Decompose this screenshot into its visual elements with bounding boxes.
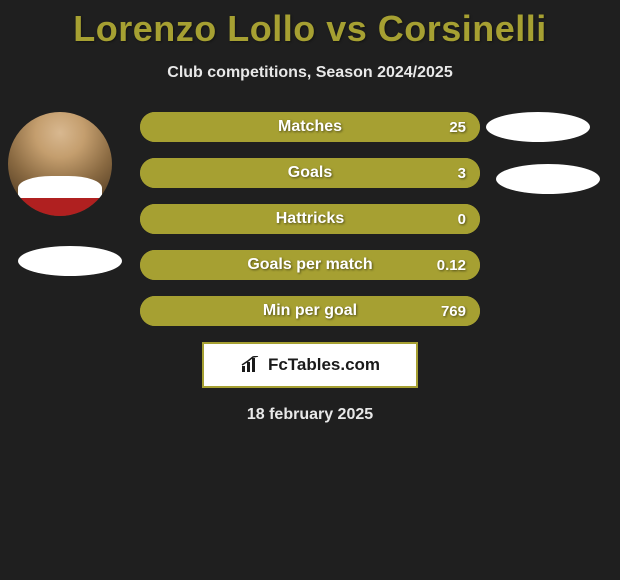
stat-value: 25 bbox=[449, 119, 466, 136]
subtitle: Club competitions, Season 2024/2025 bbox=[0, 64, 620, 82]
fctables-logo: FcTables.com bbox=[202, 342, 418, 388]
date-text: 18 february 2025 bbox=[0, 406, 620, 424]
name-bubble-right-1 bbox=[486, 112, 590, 142]
logo-text: FcTables.com bbox=[268, 355, 380, 375]
stat-value: 3 bbox=[458, 165, 466, 182]
name-bubble-right-2 bbox=[496, 164, 600, 194]
stat-value: 0 bbox=[458, 211, 466, 228]
stat-label: Goals per match bbox=[247, 256, 372, 274]
stat-row: Hattricks 0 bbox=[140, 204, 480, 234]
stat-label: Matches bbox=[278, 118, 342, 136]
stat-value: 769 bbox=[441, 303, 466, 320]
page-title: Lorenzo Lollo vs Corsinelli bbox=[0, 0, 620, 50]
stat-row: Goals 3 bbox=[140, 158, 480, 188]
name-bubble-left bbox=[18, 246, 122, 276]
stat-bar: Min per goal 769 bbox=[140, 296, 480, 326]
stat-bar: Hattricks 0 bbox=[140, 204, 480, 234]
stat-value: 0.12 bbox=[437, 257, 466, 274]
stat-row: Goals per match 0.12 bbox=[140, 250, 480, 280]
stat-row: Matches 25 bbox=[140, 112, 480, 142]
stat-bar: Goals 3 bbox=[140, 158, 480, 188]
comparison-content: Matches 25 Goals 3 Hattricks 0 Goals per match… bbox=[0, 112, 620, 462]
player-avatar-left bbox=[8, 112, 112, 216]
stat-bar: Matches 25 bbox=[140, 112, 480, 142]
stat-row: Min per goal 769 bbox=[140, 296, 480, 326]
stat-label: Min per goal bbox=[263, 302, 357, 320]
stat-label: Hattricks bbox=[276, 210, 344, 228]
bar-chart-icon bbox=[240, 356, 262, 374]
stat-label: Goals bbox=[288, 164, 332, 182]
stat-bar: Goals per match 0.12 bbox=[140, 250, 480, 280]
stat-bars: Matches 25 Goals 3 Hattricks 0 Goals per match… bbox=[140, 112, 480, 342]
